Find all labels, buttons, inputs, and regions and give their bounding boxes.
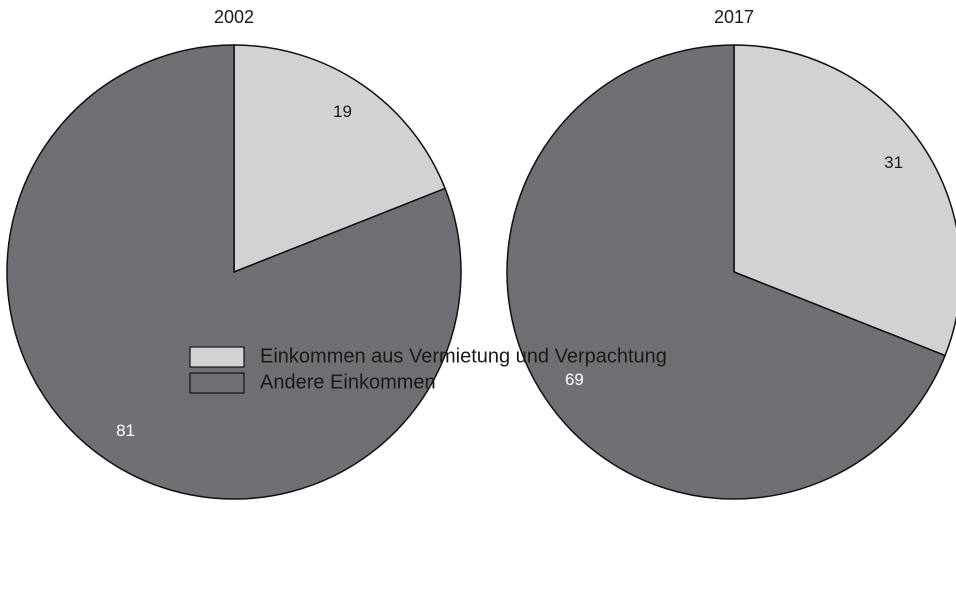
chart-title: 2002 [214, 7, 254, 27]
data-label: 69 [565, 370, 584, 389]
pie-slice [506, 44, 947, 500]
data-label: 19 [333, 102, 352, 121]
legend-swatch [189, 372, 245, 394]
chart-title: 2017 [714, 7, 754, 27]
data-label: 81 [116, 421, 135, 440]
pie-slice [6, 44, 462, 500]
legend-label: Andere Einkommen [260, 371, 436, 393]
data-label: 31 [884, 153, 903, 172]
legend-label: Einkommen aus Vermietung und Verpachtung [260, 345, 667, 367]
pie-slice [733, 44, 956, 357]
legend-swatch [189, 346, 245, 368]
pie-slice [233, 44, 447, 274]
